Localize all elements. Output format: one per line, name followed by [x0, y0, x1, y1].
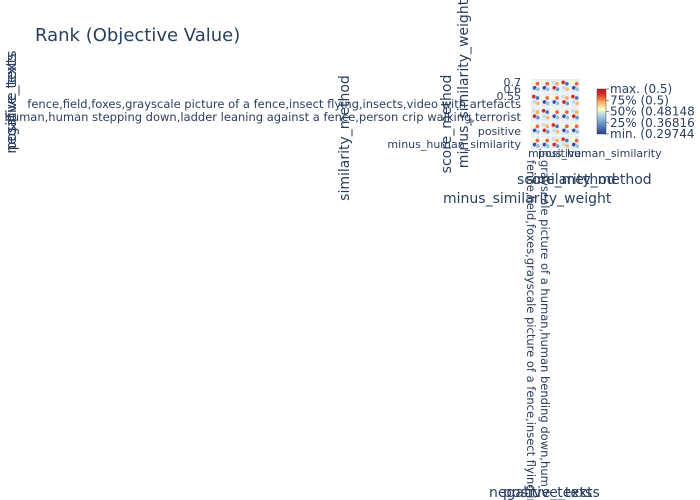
category-text-positive-col: grayscale picture of a human,human bendi… [538, 160, 552, 487]
colorbar-tick-label: 75% (0.5) [610, 93, 669, 107]
category-text-negative-row: fence,field,foxes,grayscale picture of a… [27, 97, 521, 111]
y-tick-1: 0.6 [504, 83, 522, 96]
heatmap-point [554, 95, 560, 101]
heatmap-cells [531, 79, 580, 150]
heatmap-point [565, 86, 570, 92]
score-method-tick-minus-human: minus_human_similarity [387, 138, 521, 151]
axis-label-minus-similarity-weight-row: minus_similarity_weight [456, 0, 472, 168]
heatmap-point [574, 129, 580, 135]
heatmap-point [564, 138, 570, 143]
heatmap-point [564, 81, 570, 87]
heatmap-point [544, 109, 550, 115]
heatmap-point [545, 129, 551, 135]
heatmap-point [565, 129, 570, 135]
axis-label-positive-texts-col: positive_texts [503, 485, 600, 500]
heatmap-point [535, 115, 541, 120]
col-tick-minus-human: minus_human_similarity [528, 147, 662, 160]
heatmap-point [544, 81, 550, 87]
axis-label-negative-texts-col: negative_texts [489, 485, 592, 500]
heatmap-point [544, 95, 550, 101]
axis-label-minus-similarity-weight-col: minus_similarity_weight [443, 191, 612, 207]
heatmap-point [574, 101, 580, 106]
heatmap-point [535, 86, 541, 92]
heatmap-point [535, 109, 540, 115]
chart-title: Rank (Objective Value) [35, 25, 240, 46]
heatmap-point [555, 143, 560, 149]
heatmap-point [535, 101, 541, 106]
colorbar [596, 88, 607, 135]
axis-label-positive-texts-row: positive_texts [4, 54, 20, 151]
heatmap-point [535, 81, 540, 87]
heatmap-point [574, 86, 580, 92]
heatmap-point [564, 109, 570, 115]
heatmap-point [555, 101, 560, 106]
heatmap-point [535, 124, 540, 129]
colorbar-tick-label: min. (0.29744 [610, 127, 695, 141]
colorbar-tick-label: 50% (0.48148 [610, 105, 695, 119]
heatmap-point [545, 115, 551, 120]
axis-label-negative-texts-row: negative_texts [4, 50, 20, 153]
heatmap-point [574, 124, 579, 129]
heatmap-point [574, 138, 579, 143]
axis-label-score-method-row: score_method [439, 75, 455, 174]
heatmap-point [554, 124, 560, 129]
heatmap-point [574, 109, 579, 115]
heatmap-point [555, 115, 560, 120]
heatmap-point [544, 138, 550, 143]
col-tick-positive: positive [538, 147, 581, 160]
heatmap-point [545, 143, 551, 149]
heatmap-point [535, 95, 540, 101]
heatmap-point [564, 124, 570, 129]
heatmap-point [555, 86, 560, 92]
heatmap-point [574, 81, 579, 87]
axis-label-score-method-col: score_method [517, 172, 616, 188]
heatmap-point [535, 143, 541, 149]
y-tick-2: 0.55 [497, 90, 522, 103]
heatmap-point [545, 101, 551, 106]
heatmap-point [574, 95, 579, 101]
colorbar-tick-label: 25% (0.36816 [610, 116, 695, 130]
heatmap-point [565, 101, 570, 106]
axis-label-similarity-method-col: similarity_method [526, 172, 652, 188]
colorbar-tick-label: max. (0.5) [610, 82, 672, 96]
heatmap-point [535, 129, 541, 135]
heatmap-point [554, 109, 560, 115]
heatmap-point [545, 86, 551, 92]
category-text-negative-col: fence,field,foxes,grayscale picture of a… [524, 160, 538, 500]
y-tick-0: 0.7 [504, 76, 522, 89]
heatmap-point [555, 129, 560, 135]
score-method-tick-positive: positive [478, 125, 521, 138]
heatmap-point [544, 124, 550, 129]
category-text-positive-row: human,human stepping down,ladder leaning… [5, 110, 522, 124]
heatmap-point [554, 138, 560, 143]
heatmap-point [565, 115, 570, 120]
axis-label-similarity-method-row: similarity_method [337, 75, 353, 201]
heatmap-point [564, 95, 570, 101]
heatmap-point [535, 138, 540, 143]
heatmap-point [565, 143, 570, 149]
heatmap-point [574, 143, 580, 149]
heatmap-point [554, 81, 560, 87]
heatmap-point [574, 115, 580, 120]
